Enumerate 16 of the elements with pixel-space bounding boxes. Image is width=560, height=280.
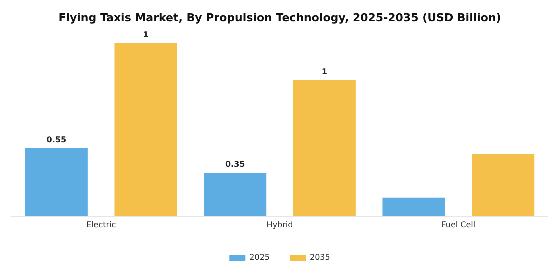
- x-tick-label: Hybrid: [266, 220, 294, 230]
- bar: [114, 43, 178, 216]
- legend-label: 2035: [310, 253, 330, 262]
- data-label: 0.55: [46, 135, 67, 144]
- bar: [25, 148, 88, 216]
- data-label: 1: [322, 67, 328, 76]
- bar: [293, 80, 356, 216]
- data-label: 0.35: [225, 160, 246, 170]
- bar: [204, 173, 267, 216]
- data-label: 1: [143, 30, 150, 40]
- x-tick-label: Fuel Cell: [442, 220, 476, 230]
- bar: [472, 154, 535, 216]
- bar: [382, 198, 446, 216]
- legend-label: 2025: [250, 253, 270, 262]
- x-tick-label: Electric: [86, 220, 116, 230]
- chart-title: Flying Taxis Market, By Propulsion Technology, 2025-2035 (USD Billion): [58, 11, 502, 24]
